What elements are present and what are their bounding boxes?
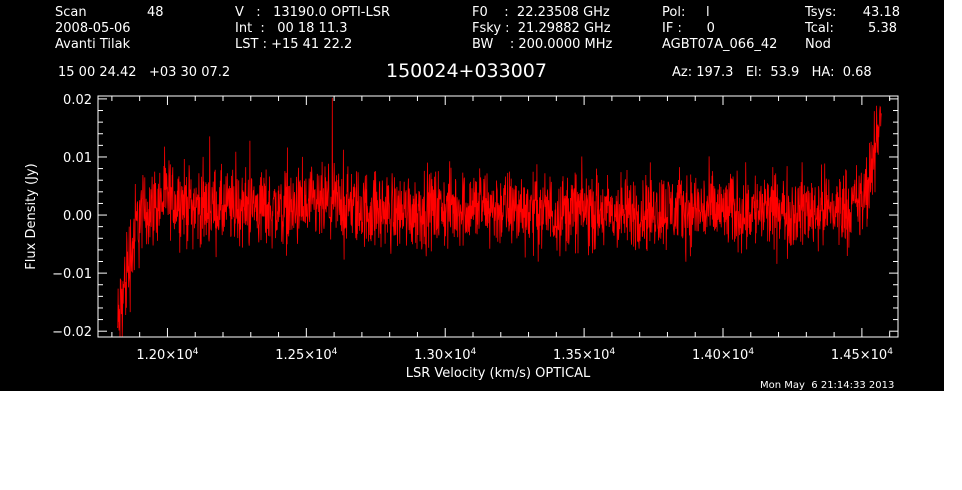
y-tick-label: 0.02 <box>63 93 92 108</box>
x-tick-label: 1.30×104 <box>414 347 476 363</box>
scan-number: 48 <box>147 5 164 20</box>
if-number: IF : 0 <box>662 21 715 36</box>
y-tick-label: 0.01 <box>63 151 92 166</box>
scan-label: Scan <box>55 5 87 20</box>
tcal-value: 5.38 <box>868 21 897 36</box>
x-tick-label: 1.35×104 <box>553 347 615 363</box>
y-axis-label: Flux Density (Jy) <box>24 163 39 269</box>
rest-frequency: F0 : 22.23508 GHz <box>472 5 610 20</box>
az-el-ha: Az: 197.3 El: 53.9 HA: 0.68 <box>672 65 872 80</box>
tsys-value: 43.18 <box>862 5 900 20</box>
x-axis-label: LSR Velocity (km/s) OPTICAL <box>406 366 591 381</box>
y-tick-label: 0.00 <box>63 209 92 224</box>
x-tick-label: 1.20×104 <box>136 347 198 363</box>
project-id: AGBT07A_066_42 <box>662 37 778 52</box>
lst-info: LST : +15 41 22.2 <box>235 37 353 52</box>
observer-name: Avanti Tilak <box>55 37 131 52</box>
x-tick-label: 1.45×104 <box>831 347 893 363</box>
y-tick-label: −0.02 <box>52 325 92 340</box>
observation-date: 2008-05-06 <box>55 21 131 36</box>
x-tick-label: 1.25×104 <box>275 347 337 363</box>
x-tick-label: 1.40×104 <box>692 347 754 363</box>
tsys-label: Tsys: <box>805 5 837 20</box>
source-coordinates: 15 00 24.42 +03 30 07.2 <box>58 65 231 80</box>
observing-mode: Nod <box>805 37 831 52</box>
generated-timestamp: Mon May 6 21:14:33 2013 <box>760 380 895 391</box>
spectrum-trace <box>117 97 882 338</box>
polarization: Pol: l <box>662 5 710 20</box>
plot-frame <box>97 95 899 338</box>
velocity-info: V : 13190.0 OPTI-LSR <box>235 5 391 20</box>
y-tick-label: −0.01 <box>52 267 92 282</box>
plot-panel: Scan 48 2008-05-06 Avanti Tilak V : 1319… <box>0 0 944 391</box>
bandwidth: BW : 200.0000 MHz <box>472 37 613 52</box>
source-name: 150024+033007 <box>386 60 547 82</box>
sky-frequency: Fsky : 21.29882 GHz <box>472 21 611 36</box>
spectrum-chart: 1.20×104 1.25×104 1.30×104 1.35×104 1.40×104… <box>24 93 899 381</box>
integration-time: Int : 00 18 11.3 <box>235 21 348 36</box>
tcal-label: Tcal: <box>805 21 834 36</box>
